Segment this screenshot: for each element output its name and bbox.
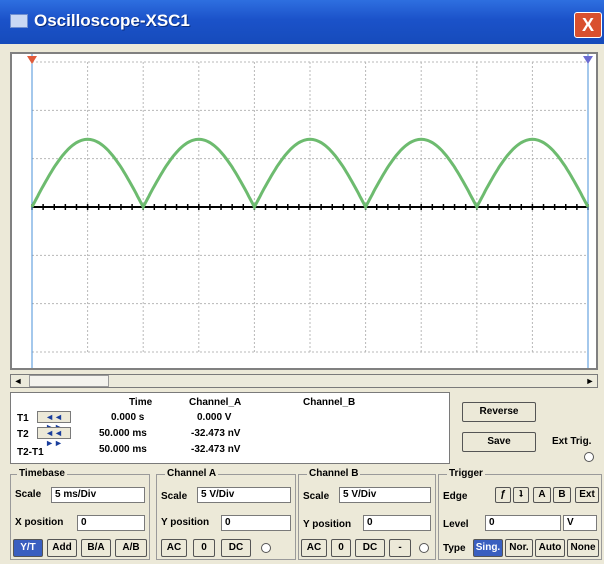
channel-b-scale-label: Scale xyxy=(303,491,330,502)
x-position-label: X position xyxy=(15,517,64,528)
type-single-button[interactable]: Sing. xyxy=(473,539,503,557)
t2-channel-a: -32.473 nV xyxy=(191,428,241,439)
scroll-thumb[interactable] xyxy=(29,375,109,387)
t2-time: 50.000 ms xyxy=(99,428,147,439)
scope-plot xyxy=(12,54,596,368)
trigger-level-input[interactable]: 0 xyxy=(485,515,561,531)
trigger-type-label: Type xyxy=(443,543,466,554)
channel-b-y-position-label: Y position xyxy=(303,519,352,530)
row-label-t2: T2 xyxy=(17,429,29,440)
channel-a-ac-button[interactable]: AC xyxy=(161,539,187,557)
trigger-level-unit[interactable]: V xyxy=(563,515,597,531)
timebase-scale-label: Scale xyxy=(15,489,42,500)
reverse-button[interactable]: Reverse xyxy=(462,402,536,422)
readout-header-channel-a: Channel_A xyxy=(189,397,242,408)
type-none-button[interactable]: None xyxy=(567,539,599,557)
oscilloscope-icon xyxy=(10,14,28,28)
x-position-input[interactable]: 0 xyxy=(77,515,145,531)
row-label-t2-t1: T2-T1 xyxy=(17,447,44,458)
channel-a-scale-label: Scale xyxy=(161,491,188,502)
timebase-scale-input[interactable]: 5 ms/Div xyxy=(51,487,145,503)
channel-b-y-position-input[interactable]: 0 xyxy=(363,515,431,531)
readout-header-time: Time xyxy=(129,397,153,408)
t1-time: 0.000 s xyxy=(111,412,145,423)
t1-channel-a: 0.000 V xyxy=(197,412,232,423)
mode-ba-button[interactable]: B/A xyxy=(81,539,111,557)
scope-display xyxy=(10,52,598,370)
t2-t1-time: 50.000 ms xyxy=(99,444,147,455)
close-button[interactable]: X xyxy=(574,12,602,38)
channel-b-title: Channel B xyxy=(307,468,361,479)
title-bar[interactable]: Oscilloscope-XSC1 X xyxy=(0,0,604,44)
rising-edge-button[interactable]: ƒ xyxy=(495,487,511,503)
trigger-title: Trigger xyxy=(447,468,485,479)
channel-a-scale-input[interactable]: 5 V/Div xyxy=(197,487,291,503)
falling-edge-button[interactable]: ʇ xyxy=(513,487,529,503)
channel-a-zero-button[interactable]: 0 xyxy=(193,539,215,557)
trigger-group: Trigger Edge ƒ ʇ A B Ext Level 0 V Type … xyxy=(438,468,602,560)
channel-b-radio[interactable] xyxy=(419,543,429,553)
horizontal-scrollbar[interactable]: ◄ ► xyxy=(10,374,598,388)
mode-ab-button[interactable]: A/B xyxy=(115,539,147,557)
row-label-t1: T1 xyxy=(17,413,29,424)
window-title: Oscilloscope-XSC1 xyxy=(34,11,190,30)
cursor-readout-panel: Time Channel_A Channel_B T1 ◄◄ ►► 0.000 … xyxy=(10,392,450,464)
scroll-right-arrow-icon[interactable]: ► xyxy=(585,376,595,386)
channel-b-scale-input[interactable]: 5 V/Div xyxy=(339,487,431,503)
channel-b-ac-button[interactable]: AC xyxy=(301,539,327,557)
save-button[interactable]: Save xyxy=(462,432,536,452)
mode-add-button[interactable]: Add xyxy=(47,539,77,557)
scroll-left-arrow-icon[interactable]: ◄ xyxy=(13,376,23,386)
cursor-t1-marker-icon xyxy=(27,56,37,64)
t1-cursor-arrows-icon[interactable]: ◄◄ ►► xyxy=(37,411,71,432)
ext-trig-label: Ext Trig. xyxy=(552,436,592,447)
channel-b-group: Channel B Scale 5 V/Div Y position 0 AC … xyxy=(298,468,436,560)
trigger-a-button[interactable]: A xyxy=(533,487,551,503)
type-normal-button[interactable]: Nor. xyxy=(505,539,533,557)
channel-a-y-position-input[interactable]: 0 xyxy=(221,515,291,531)
channel-a-dc-button[interactable]: DC xyxy=(221,539,251,557)
channel-b-invert-button[interactable]: - xyxy=(389,539,411,557)
trigger-level-label: Level xyxy=(443,519,469,530)
ext-trig-radio[interactable] xyxy=(584,452,594,462)
channel-b-dc-button[interactable]: DC xyxy=(355,539,385,557)
channel-a-title: Channel A xyxy=(165,468,219,479)
channel-a-radio[interactable] xyxy=(261,543,271,553)
t2-t1-channel-a: -32.473 nV xyxy=(191,444,241,455)
mode-yt-button[interactable]: Y/T xyxy=(13,539,43,557)
channel-b-zero-button[interactable]: 0 xyxy=(331,539,351,557)
scope-background xyxy=(12,54,596,368)
timebase-title: Timebase xyxy=(17,468,67,479)
trigger-b-button[interactable]: B xyxy=(553,487,571,503)
trigger-ext-button[interactable]: Ext xyxy=(575,487,599,503)
type-auto-button[interactable]: Auto xyxy=(535,539,565,557)
channel-a-trace xyxy=(30,137,590,211)
trigger-edge-label: Edge xyxy=(443,491,468,502)
cursor-t2-marker-icon xyxy=(583,56,593,64)
channel-a-y-position-label: Y position xyxy=(161,517,210,528)
timebase-group: Timebase Scale 5 ms/Div X position 0 Y/T… xyxy=(10,468,150,560)
channel-a-group: Channel A Scale 5 V/Div Y position 0 AC … xyxy=(156,468,296,560)
t2-cursor-arrows-icon[interactable]: ◄◄ ►► xyxy=(37,427,71,448)
readout-header-channel-b: Channel_B xyxy=(303,397,356,408)
